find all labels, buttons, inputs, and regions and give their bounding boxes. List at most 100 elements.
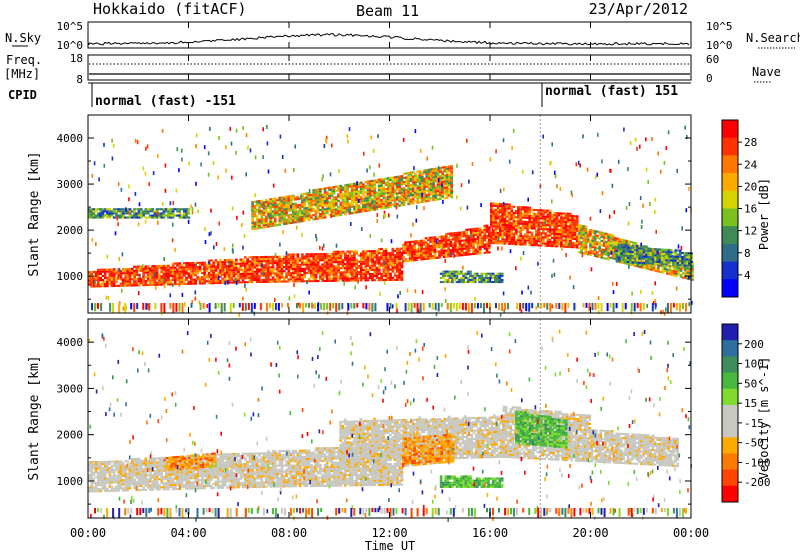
scatter-cell-0-2 [431,240,435,243]
scatter-cell-0-6 [94,214,98,217]
scatter-cell-0-7 [396,180,399,183]
scatter-cell-0-7 [314,199,318,202]
speckle-0 [136,140,139,145]
scatter-cell-0-6 [178,210,182,213]
speckle-0 [282,230,284,235]
scatter-cell-0-0 [97,283,100,286]
scatter-cell-0-1 [253,256,257,259]
scatter-cell-0-3 [573,235,577,238]
scatter-cell-0-3 [560,241,563,244]
scatter-cell-0-7 [301,211,304,214]
scatter-cell-0-4 [589,251,592,254]
scatter-cell-0-1 [276,278,279,281]
scatter-cell-0-7 [380,190,383,193]
scatter-cell-0-1 [382,252,386,255]
scatter-cell-0-0 [128,284,132,287]
scatter-cell-0-1 [312,259,316,262]
scatter-cell-0-1 [328,275,331,278]
scatter-cell-0-1 [305,263,309,266]
scatter-cell-0-1 [396,268,399,271]
scatter-cell-0-1 [337,261,340,264]
scatter-cell-0-7 [278,207,282,210]
scatter-cell-0-0 [142,282,145,285]
scatter-cell-0-7 [267,202,270,205]
scatter-cell-0-2 [426,243,430,246]
scatter-cell-0-7 [409,194,413,197]
scatter-cell-0-1 [357,264,361,267]
scatter-cell-0-0 [207,280,211,283]
scatter-cell-0-7 [407,190,410,193]
scatter-cell-0-4 [593,238,597,241]
scatter-cell-0-1 [389,276,392,279]
scatter-cell-0-4 [591,252,595,255]
scatter-cell-0-0 [167,277,170,280]
scatter-cell-0-0 [131,278,134,281]
scatter-cell-0-4 [605,232,608,235]
scatter-cell-0-4 [657,270,660,273]
scatter-cell-0-0 [169,268,173,271]
scatter-cell-0-1 [287,278,291,281]
scatter-cell-0-7 [375,197,379,200]
scatter-cell-0-3 [557,230,561,233]
scatter-cell-0-8 [647,260,650,263]
scatter-cell-0-3 [566,239,570,242]
scatter-cell-0-0 [160,269,164,272]
scatter-cell-0-2 [454,240,457,243]
scatter-cell-0-7 [368,198,372,201]
scatter-cell-0-7 [448,177,451,180]
scatter-cell-0-3 [533,217,536,220]
scatter-cell-0-1 [301,261,304,264]
scatter-cell-0-8 [626,261,630,264]
scatter-cell-0-1 [357,266,361,269]
scatter-cell-0-4 [596,236,599,239]
scatter-cell-0-4 [607,239,610,242]
scatter-cell-0-7 [436,194,440,197]
scatter-cell-0-7 [409,190,413,193]
scatter-cell-0-1 [359,264,363,267]
scatter-cell-0-7 [432,184,435,187]
scatter-cell-0-7 [362,210,365,213]
scatter-cell-0-2 [408,243,412,246]
scatter-cell-0-2 [478,233,482,236]
scatter-cell-0-7 [337,210,340,213]
scatter-cell-0-7 [255,208,259,211]
scatter-cell-0-0 [88,279,91,282]
scatter-cell-0-1 [339,267,343,270]
scatter-cell-0-7 [414,189,417,192]
scatter-cell-0-4 [661,267,665,270]
scatter-cell-0-7 [418,195,422,198]
scatter-cell-0-1 [319,265,322,268]
scatter-cell-0-3 [557,222,561,225]
scatter-cell-0-7 [441,178,444,181]
scatter-cell-0-3 [566,229,570,232]
scatter-cell-0-1 [314,275,318,278]
scatter-cell-0-6 [164,210,168,213]
scatter-cell-0-3 [571,229,575,232]
scatter-cell-0-1 [335,273,338,276]
scatter-cell-0-7 [346,198,349,201]
scatter-cell-0-6 [103,210,107,213]
scatter-cell-0-7 [328,192,331,195]
scatter-cell-0-8 [690,260,693,263]
scatter-cell-0-7 [420,196,424,199]
scatter-cell-0-7 [280,210,284,213]
scatter-cell-0-0 [176,268,179,271]
scatter-cell-0-1 [332,259,336,262]
scatter-cell-0-2 [458,244,462,247]
scatter-cell-0-3 [548,218,552,221]
speckle-0 [471,162,474,167]
scatter-cell-0-1 [344,279,347,282]
scatter-cell-0-7 [298,205,302,208]
scatter-cell-0-7 [303,205,306,208]
scatter-cell-0-8 [649,249,653,252]
speckle-0 [639,196,642,200]
scatter-cell-0-7 [420,178,424,181]
scatter-cell-0-0 [133,271,136,274]
scatter-cell-0-7 [398,179,401,182]
scatter-cell-0-4 [602,236,606,239]
scatter-cell-0-1 [307,257,311,260]
scatter-cell-0-6 [169,210,173,213]
scatter-cell-0-7 [319,200,322,203]
scatter-cell-0-7 [436,198,440,201]
scatter-cell-0-7 [332,212,336,215]
